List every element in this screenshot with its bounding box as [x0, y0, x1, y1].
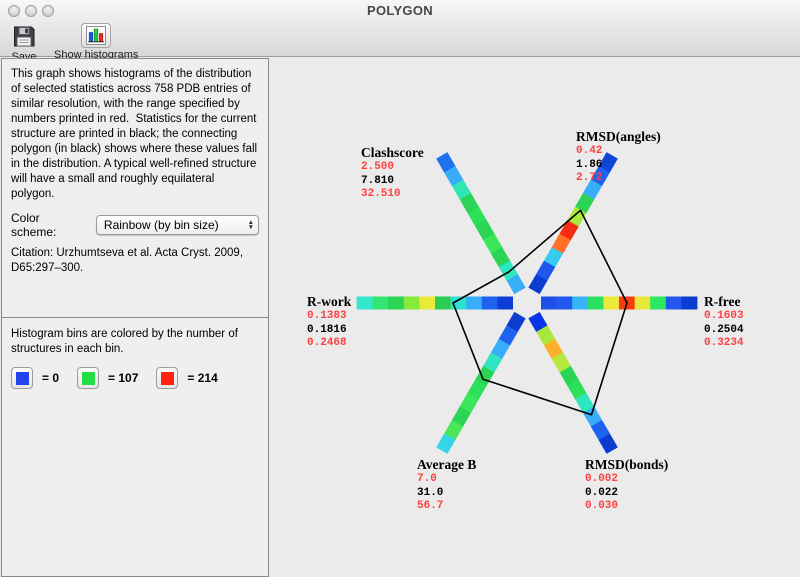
- green-bin-swatch: [81, 371, 95, 385]
- polygon-chart: [356, 152, 698, 454]
- axis-max-value: 56.7: [417, 500, 444, 512]
- legend-panel: Histogram bins are colored by the number…: [1, 317, 269, 577]
- polygon-plot-area: RMSD(angles) 0.42 1.86 2.72 R-free 0.160…: [270, 58, 800, 577]
- description-text: This graph shows histograms of the distr…: [11, 68, 261, 200]
- axis-rmsd-bonds: RMSD(bonds) 0.002 0.022 0.030: [585, 457, 669, 512]
- window-chrome: POLYGON Save: [0, 0, 800, 63]
- window-title: POLYGON: [367, 3, 433, 18]
- axis-min-value: 0.1383: [307, 310, 347, 322]
- color-scheme-value: Rainbow (by bin size): [103, 218, 219, 232]
- save-icon: [8, 23, 40, 50]
- axis-min-value: 0.42: [576, 145, 603, 157]
- zoom-button[interactable]: [42, 5, 54, 17]
- axis-min-value: 7.0: [417, 473, 437, 485]
- histogram-icon: [81, 23, 112, 48]
- legend-bin-red: = 214: [156, 367, 218, 389]
- blue-bin-count: = 0: [42, 371, 60, 385]
- save-button[interactable]: Save: [8, 23, 40, 63]
- axis-current-value: 0.022: [585, 486, 619, 499]
- color-scheme-label: Color scheme:: [11, 211, 57, 239]
- red-bin-swatch: [160, 371, 174, 385]
- axis-max-value: 0.2468: [307, 337, 347, 349]
- bin-color-legend: = 0 = 107 = 214: [11, 367, 259, 389]
- red-bin-count: = 214: [187, 371, 218, 385]
- axis-min-value: 0.1603: [704, 310, 744, 322]
- axis-average-b: Average B 7.0 31.0 56.7: [417, 457, 477, 512]
- minimize-button[interactable]: [25, 5, 37, 17]
- axis-current-value: 0.1816: [307, 323, 347, 336]
- show-histograms-button[interactable]: Show histograms: [54, 23, 138, 61]
- citation-text: Citation: Urzhumtseva et al. Acta Cryst.…: [11, 247, 244, 274]
- green-bin-count: = 107: [108, 371, 139, 385]
- axis-min-value: 2.500: [361, 161, 395, 173]
- legend-bin-blue: = 0: [11, 367, 59, 389]
- axis-current-value: 31.0: [417, 486, 444, 499]
- axis-current-value: 7.810: [361, 174, 395, 187]
- axis-rmsd-angles: RMSD(angles) 0.42 1.86 2.72: [576, 129, 661, 184]
- axis-max-value: 0.030: [585, 500, 619, 512]
- axis-current-value: 1.86: [576, 158, 603, 171]
- info-panel: This graph shows histograms of the distr…: [1, 58, 269, 318]
- title-bar: POLYGON: [0, 0, 800, 22]
- chevron-updown-icon: ▲ ▼: [247, 219, 254, 231]
- axis-clashscore: Clashscore 2.500 7.810 32.510: [361, 145, 424, 200]
- axis-max-value: 0.3234: [704, 337, 744, 349]
- blue-bin-swatch: [15, 371, 29, 385]
- toolbar: Save Show histograms: [0, 22, 800, 63]
- close-button[interactable]: [8, 5, 20, 17]
- legend-bin-green: = 107: [77, 367, 138, 389]
- legend-description: Histogram bins are colored by the number…: [11, 328, 242, 355]
- axis-min-value: 0.002: [585, 473, 619, 485]
- axis-rwork: R-work 0.1383 0.1816 0.2468: [307, 294, 352, 349]
- axis-max-value: 2.72: [576, 172, 603, 184]
- axis-rfree: R-free 0.1603 0.2504 0.3234: [704, 294, 744, 349]
- axis-max-value: 32.510: [361, 188, 401, 200]
- axis-current-value: 0.2504: [704, 323, 744, 336]
- color-scheme-dropdown[interactable]: Rainbow (by bin size) ▲ ▼: [95, 215, 259, 235]
